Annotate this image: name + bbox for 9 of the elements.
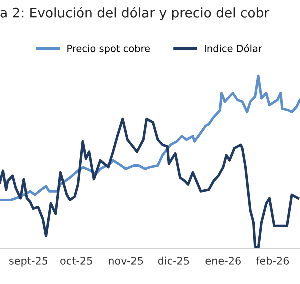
x-tick-label: sept-25	[10, 257, 48, 267]
x-tick-label: oct-25	[60, 257, 92, 265]
x-tick-label: ene-26	[206, 257, 241, 265]
chart-title: a 2: Evolución del dólar y precio del cobr	[0, 7, 270, 20]
x-tick-label: dic-25	[158, 256, 190, 265]
legend-label: Indice Dólar	[204, 44, 262, 52]
legend-label: Precio spot cobre	[68, 44, 150, 54]
x-tick-label: feb-26	[256, 256, 290, 265]
x-tick-label: nov-25	[109, 257, 144, 265]
